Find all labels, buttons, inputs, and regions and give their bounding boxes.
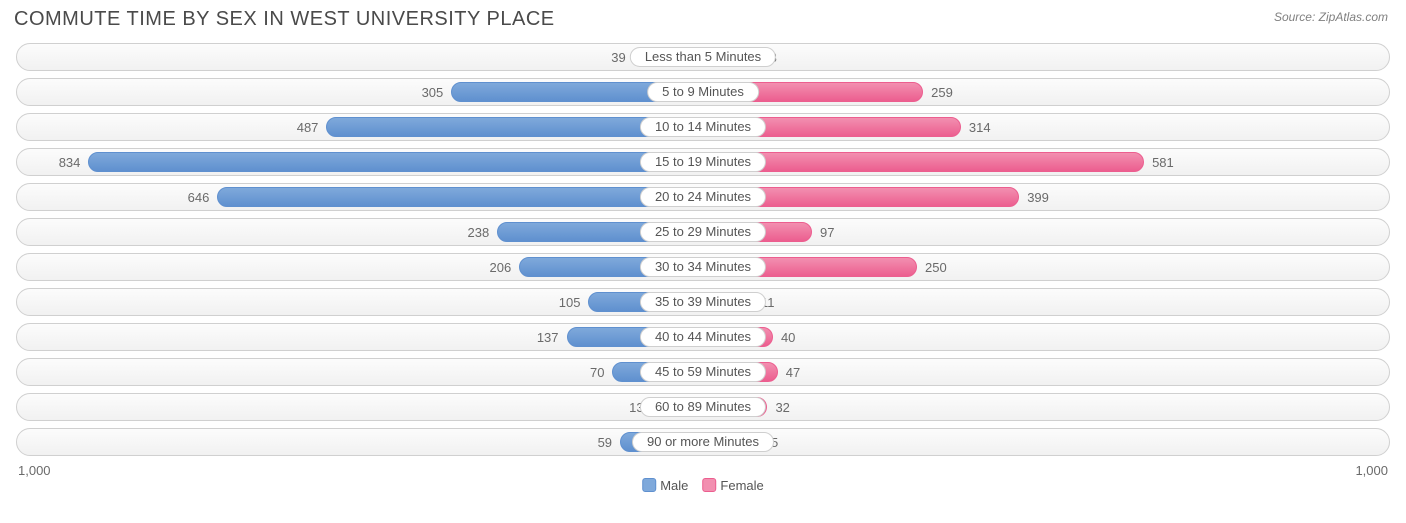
axis-left-max: 1,000 xyxy=(18,463,51,478)
category-pill: 40 to 44 Minutes xyxy=(640,327,766,347)
legend-item-male: Male xyxy=(642,478,688,493)
category-pill: 25 to 29 Minutes xyxy=(640,222,766,242)
female-swatch-icon xyxy=(702,478,716,492)
female-value-label: 47 xyxy=(786,359,800,387)
female-bar xyxy=(703,152,1144,172)
male-bar xyxy=(88,152,703,172)
chart-row: 70 47 45 to 59 Minutes xyxy=(16,358,1390,386)
male-value-label: 105 xyxy=(559,289,581,317)
female-value-label: 314 xyxy=(969,114,991,142)
legend: Male Female xyxy=(642,478,764,493)
legend-label: Female xyxy=(720,478,763,493)
male-value-label: 39 xyxy=(611,44,625,72)
male-value-label: 305 xyxy=(422,79,444,107)
category-pill: 45 to 59 Minutes xyxy=(640,362,766,382)
male-value-label: 70 xyxy=(590,359,604,387)
diverging-bar-chart: 3913Less than 5 Minutes 305 259 5 to 9 Minu… xyxy=(0,33,1406,456)
female-value-label: 250 xyxy=(925,254,947,282)
male-value-label: 137 xyxy=(537,324,559,352)
male-value-label: 59 xyxy=(598,429,612,457)
category-pill: 5 to 9 Minutes xyxy=(647,82,759,102)
female-value-label: 40 xyxy=(781,324,795,352)
chart-title: COMMUTE TIME BY SEX IN WEST UNIVERSITY P… xyxy=(14,8,555,31)
chart-row: 137 40 40 to 44 Minutes xyxy=(16,323,1390,351)
male-value-label: 238 xyxy=(468,219,490,247)
female-value-label: 259 xyxy=(931,79,953,107)
chart-row: 834 581 15 to 19 Minutes xyxy=(16,148,1390,176)
male-swatch-icon xyxy=(642,478,656,492)
female-value-label: 97 xyxy=(820,219,834,247)
female-value-label: 399 xyxy=(1027,184,1049,212)
chart-row: 591590 or more Minutes xyxy=(16,428,1390,456)
male-value-label: 646 xyxy=(188,184,210,212)
source-credit: Source: ZipAtlas.com xyxy=(1274,10,1388,24)
female-value-label: 32 xyxy=(775,394,789,422)
male-value-label: 487 xyxy=(297,114,319,142)
category-pill: 10 to 14 Minutes xyxy=(640,117,766,137)
chart-row: 133260 to 89 Minutes xyxy=(16,393,1390,421)
category-pill: Less than 5 Minutes xyxy=(630,47,776,67)
chart-row: 646 399 20 to 24 Minutes xyxy=(16,183,1390,211)
chart-row: 206 250 30 to 34 Minutes xyxy=(16,253,1390,281)
chart-row: 487 314 10 to 14 Minutes xyxy=(16,113,1390,141)
category-pill: 20 to 24 Minutes xyxy=(640,187,766,207)
male-bar xyxy=(217,187,703,207)
female-value-label: 581 xyxy=(1152,149,1174,177)
category-pill: 15 to 19 Minutes xyxy=(640,152,766,172)
male-value-label: 834 xyxy=(59,149,81,177)
male-value-label: 206 xyxy=(489,254,511,282)
legend-item-female: Female xyxy=(702,478,763,493)
chart-row: 1051135 to 39 Minutes xyxy=(16,288,1390,316)
category-pill: 30 to 34 Minutes xyxy=(640,257,766,277)
chart-row: 3913Less than 5 Minutes xyxy=(16,43,1390,71)
category-pill: 90 or more Minutes xyxy=(632,432,774,452)
axis-right-max: 1,000 xyxy=(1355,463,1388,478)
chart-row: 305 259 5 to 9 Minutes xyxy=(16,78,1390,106)
legend-label: Male xyxy=(660,478,688,493)
category-pill: 60 to 89 Minutes xyxy=(640,397,766,417)
category-pill: 35 to 39 Minutes xyxy=(640,292,766,312)
chart-row: 238 97 25 to 29 Minutes xyxy=(16,218,1390,246)
